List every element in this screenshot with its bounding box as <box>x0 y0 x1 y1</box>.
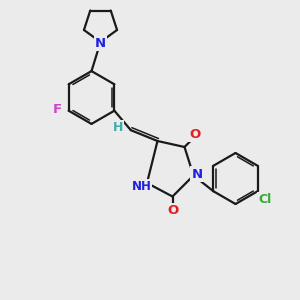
Text: N: N <box>95 37 106 50</box>
Text: NH: NH <box>132 180 152 193</box>
Text: H: H <box>113 121 124 134</box>
Text: O: O <box>167 204 178 218</box>
Text: O: O <box>189 128 201 141</box>
Text: F: F <box>53 103 62 116</box>
Text: N: N <box>191 167 203 181</box>
Text: Cl: Cl <box>259 193 272 206</box>
